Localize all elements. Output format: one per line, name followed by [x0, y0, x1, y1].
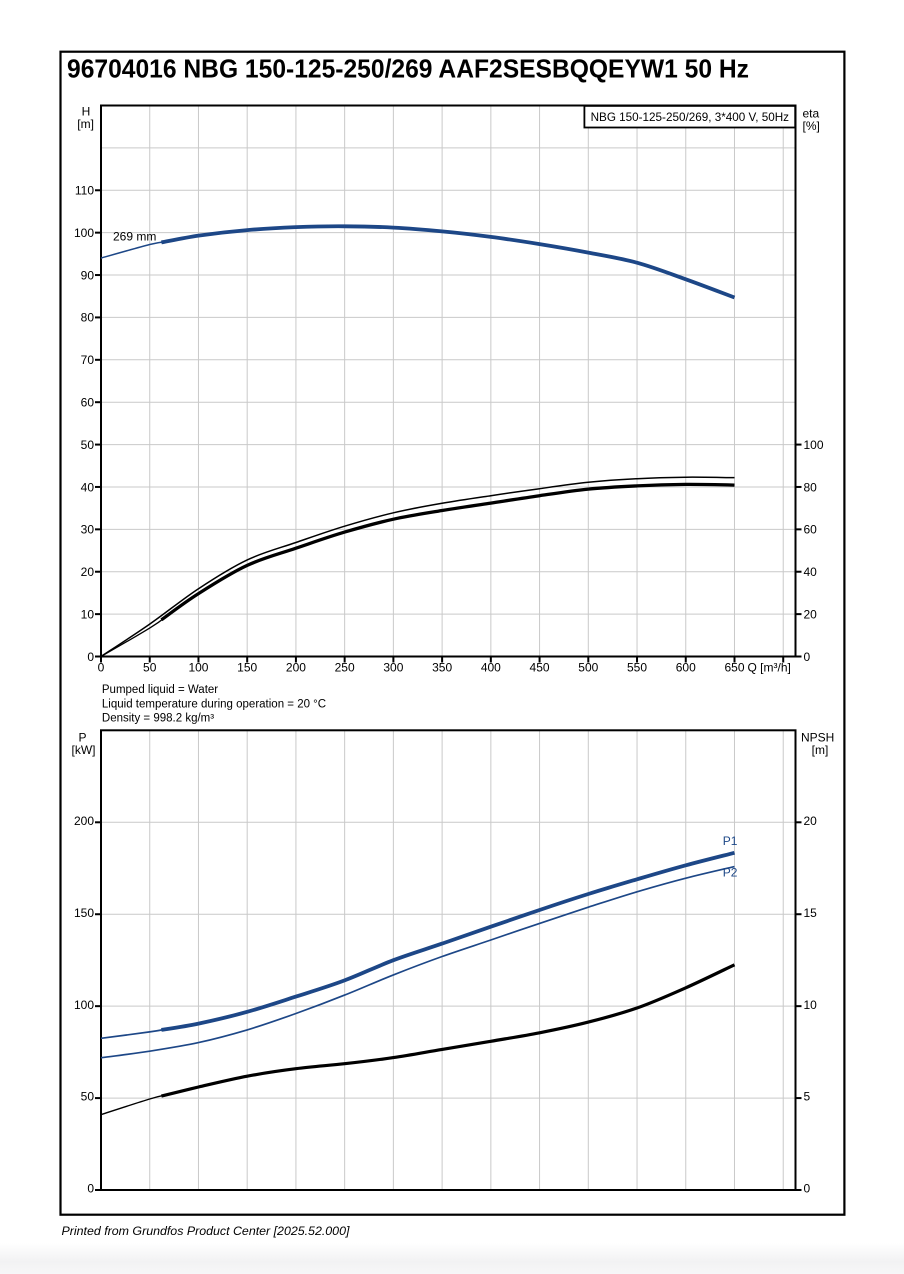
svg-text:Q [m³/h]: Q [m³/h] [748, 661, 791, 675]
svg-text:200: 200 [74, 814, 94, 828]
svg-text:10: 10 [804, 998, 818, 1012]
svg-text:20: 20 [81, 565, 95, 579]
svg-text:50: 50 [81, 438, 95, 452]
svg-text:30: 30 [81, 523, 95, 537]
svg-text:80: 80 [804, 480, 818, 494]
svg-text:NPSH: NPSH [801, 730, 834, 744]
svg-text:H: H [82, 104, 91, 118]
svg-text:Printed from Grundfos Product: Printed from Grundfos Product Center [20… [62, 1224, 350, 1238]
svg-text:90: 90 [81, 268, 95, 282]
svg-text:269 mm: 269 mm [113, 230, 156, 244]
svg-text:150: 150 [237, 661, 257, 675]
svg-text:150: 150 [74, 906, 94, 920]
svg-text:50: 50 [81, 1090, 95, 1104]
svg-text:5: 5 [804, 1090, 811, 1104]
svg-text:NBG 150-125-250/269, 3*400 V,: NBG 150-125-250/269, 3*400 V, 50Hz [591, 111, 790, 124]
svg-text:250: 250 [335, 661, 355, 675]
svg-text:0: 0 [87, 650, 94, 664]
svg-text:100: 100 [804, 438, 824, 452]
svg-text:60: 60 [81, 395, 95, 409]
svg-text:50: 50 [143, 661, 157, 675]
svg-text:Liquid temperature during oper: Liquid temperature during operation = 20… [102, 698, 326, 710]
svg-text:300: 300 [383, 661, 403, 675]
svg-text:60: 60 [804, 523, 818, 537]
svg-text:100: 100 [188, 661, 208, 675]
svg-text:110: 110 [75, 184, 94, 198]
svg-text:10: 10 [81, 607, 95, 621]
svg-text:40: 40 [81, 480, 95, 494]
svg-text:70: 70 [81, 353, 95, 367]
svg-text:500: 500 [578, 661, 598, 675]
svg-text:650: 650 [724, 661, 744, 675]
svg-text:100: 100 [74, 226, 94, 240]
svg-text:[kW]: [kW] [72, 743, 96, 757]
svg-text:15: 15 [804, 906, 818, 920]
svg-text:0: 0 [804, 1182, 811, 1196]
svg-text:20: 20 [804, 814, 818, 828]
svg-text:100: 100 [74, 998, 94, 1012]
svg-text:40: 40 [804, 565, 818, 579]
svg-text:200: 200 [286, 661, 306, 675]
svg-text:450: 450 [530, 661, 550, 675]
svg-text:P1: P1 [723, 834, 738, 848]
svg-text:0: 0 [804, 650, 811, 664]
svg-text:96704016 NBG 150-125-250/269 A: 96704016 NBG 150-125-250/269 AAF2SESBQQE… [67, 53, 749, 83]
svg-text:0: 0 [98, 661, 105, 675]
svg-text:eta: eta [803, 107, 820, 121]
svg-text:P2: P2 [723, 865, 738, 879]
svg-text:[m]: [m] [77, 117, 94, 131]
svg-text:550: 550 [627, 661, 647, 675]
svg-text:20: 20 [804, 607, 818, 621]
svg-text:Density = 998.2 kg/m³: Density = 998.2 kg/m³ [102, 713, 214, 725]
svg-text:P: P [78, 730, 86, 744]
svg-text:80: 80 [81, 311, 95, 325]
svg-text:[%]: [%] [803, 119, 820, 133]
svg-text:[m]: [m] [812, 743, 829, 757]
svg-text:0: 0 [87, 1182, 94, 1196]
svg-text:600: 600 [676, 661, 696, 675]
svg-text:Pumped liquid = Water: Pumped liquid = Water [102, 684, 218, 696]
svg-text:400: 400 [481, 661, 501, 675]
svg-text:350: 350 [432, 661, 452, 675]
